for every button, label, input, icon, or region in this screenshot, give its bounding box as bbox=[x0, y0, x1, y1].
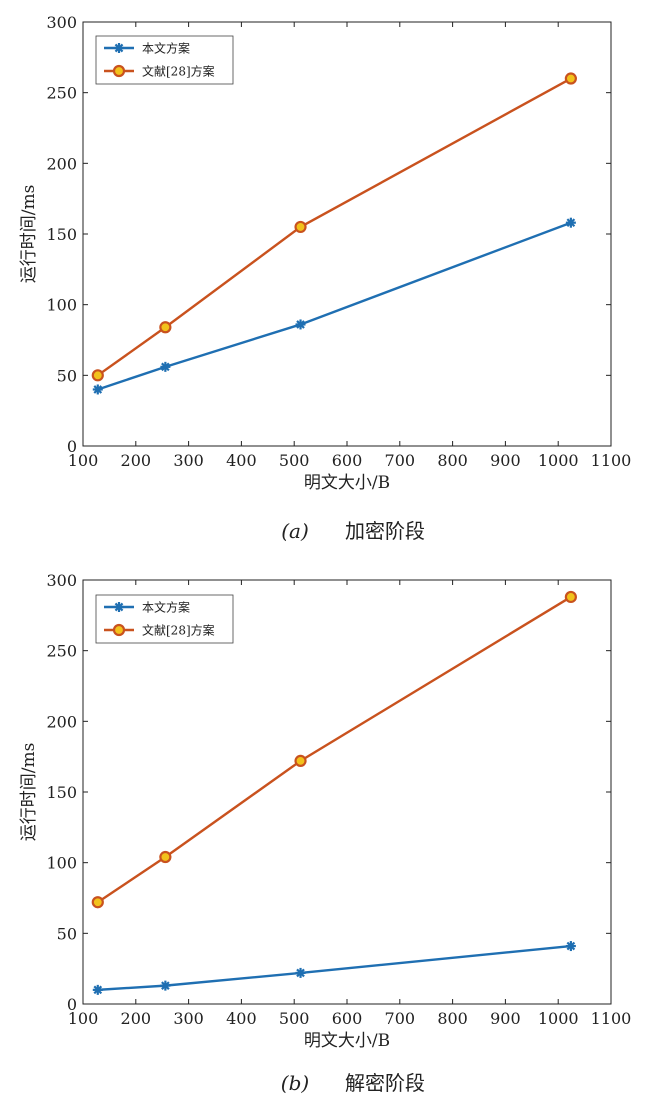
x-tick-label: 900 bbox=[490, 451, 521, 470]
plot-frame bbox=[82, 21, 612, 447]
x-axis-label: 明文大小/B bbox=[304, 473, 390, 493]
x-tick-label: 200 bbox=[121, 451, 152, 470]
x-tick-label: 500 bbox=[279, 1009, 310, 1028]
caption-text: 加密阶段 bbox=[345, 519, 425, 543]
x-tick-label: 100 bbox=[68, 1009, 99, 1028]
caption-tag: (b) bbox=[281, 1071, 309, 1095]
y-tick-label: 150 bbox=[46, 783, 77, 802]
legend-label: 文献[28]方案 bbox=[142, 64, 215, 79]
y-tick-label: 250 bbox=[46, 84, 77, 103]
y-tick-label: 0 bbox=[67, 995, 77, 1014]
legend-marker bbox=[114, 43, 124, 53]
x-tick-label: 400 bbox=[226, 451, 257, 470]
y-tick-label: 200 bbox=[46, 712, 77, 731]
x-tick-label: 600 bbox=[332, 1009, 363, 1028]
data-point bbox=[160, 361, 171, 372]
y-tick-label: 300 bbox=[46, 571, 77, 590]
y-tick-label: 250 bbox=[46, 642, 77, 661]
x-tick-label: 1000 bbox=[538, 451, 579, 470]
x-tick-label: 300 bbox=[173, 451, 204, 470]
data-point bbox=[565, 941, 576, 952]
caption-tag: (a) bbox=[281, 519, 309, 543]
data-point bbox=[159, 850, 172, 864]
x-tick-label: 900 bbox=[490, 1009, 521, 1028]
data-point bbox=[564, 72, 577, 85]
x-tick-label: 500 bbox=[279, 451, 310, 470]
data-point bbox=[294, 754, 307, 768]
x-tick-label: 700 bbox=[385, 1009, 416, 1028]
legend-label: 本文方案 bbox=[142, 41, 190, 56]
x-tick-label: 1100 bbox=[591, 1009, 632, 1028]
x-tick-label: 400 bbox=[226, 1009, 257, 1028]
series-line-2 bbox=[97, 595, 572, 904]
legend-label: 文献[28]方案 bbox=[142, 623, 215, 638]
x-tick-label: 300 bbox=[173, 1009, 204, 1028]
y-tick-label: 300 bbox=[46, 13, 77, 32]
x-tick-label: 700 bbox=[385, 451, 416, 470]
data-point bbox=[91, 896, 104, 909]
y-tick-label: 150 bbox=[46, 225, 77, 244]
x-tick-label: 1000 bbox=[538, 1009, 579, 1028]
data-point bbox=[159, 321, 172, 334]
x-tick-label: 1100 bbox=[591, 451, 632, 470]
y-tick-label: 50 bbox=[57, 366, 77, 385]
x-tick-label: 200 bbox=[121, 1009, 152, 1028]
legend-marker bbox=[112, 623, 126, 637]
series-line-1 bbox=[97, 221, 572, 391]
x-tick-label: 800 bbox=[437, 451, 468, 470]
legend-marker bbox=[112, 64, 126, 78]
y-tick-label: 50 bbox=[57, 924, 77, 943]
data-point bbox=[295, 319, 306, 330]
data-point bbox=[160, 980, 171, 991]
data-point bbox=[565, 217, 576, 228]
x-axis-label: 明文大小/B bbox=[304, 1031, 390, 1051]
chart-b: 100 200 300 400 500 600 700 800 900 1000 1100 0 50 10… bbox=[19, 571, 631, 1095]
data-point bbox=[91, 369, 104, 382]
data-point bbox=[295, 967, 306, 978]
plot-frame bbox=[82, 579, 612, 1005]
y-tick-label: 100 bbox=[46, 296, 77, 315]
series-line-2 bbox=[97, 77, 572, 377]
y-axis-label: 运行时间/ms bbox=[19, 185, 39, 284]
caption-text: 解密阶段 bbox=[345, 1071, 425, 1095]
legend-marker bbox=[114, 602, 124, 612]
series-line-1 bbox=[97, 944, 571, 992]
chart-a: 100 200 300 400 500 600 700 800 900 1000 1100 0 50 10… bbox=[19, 13, 631, 543]
data-point bbox=[294, 220, 307, 234]
x-tick-label: 600 bbox=[332, 451, 363, 470]
data-point bbox=[92, 384, 103, 395]
y-axis-label: 运行时间/ms bbox=[19, 743, 39, 842]
data-point bbox=[92, 984, 103, 995]
y-tick-label: 0 bbox=[67, 437, 77, 456]
legend-label: 本文方案 bbox=[142, 600, 190, 615]
y-tick-label: 100 bbox=[46, 854, 77, 873]
y-tick-label: 200 bbox=[46, 154, 77, 173]
x-tick-label: 100 bbox=[68, 451, 99, 470]
data-point bbox=[564, 590, 577, 604]
x-tick-label: 800 bbox=[437, 1009, 468, 1028]
